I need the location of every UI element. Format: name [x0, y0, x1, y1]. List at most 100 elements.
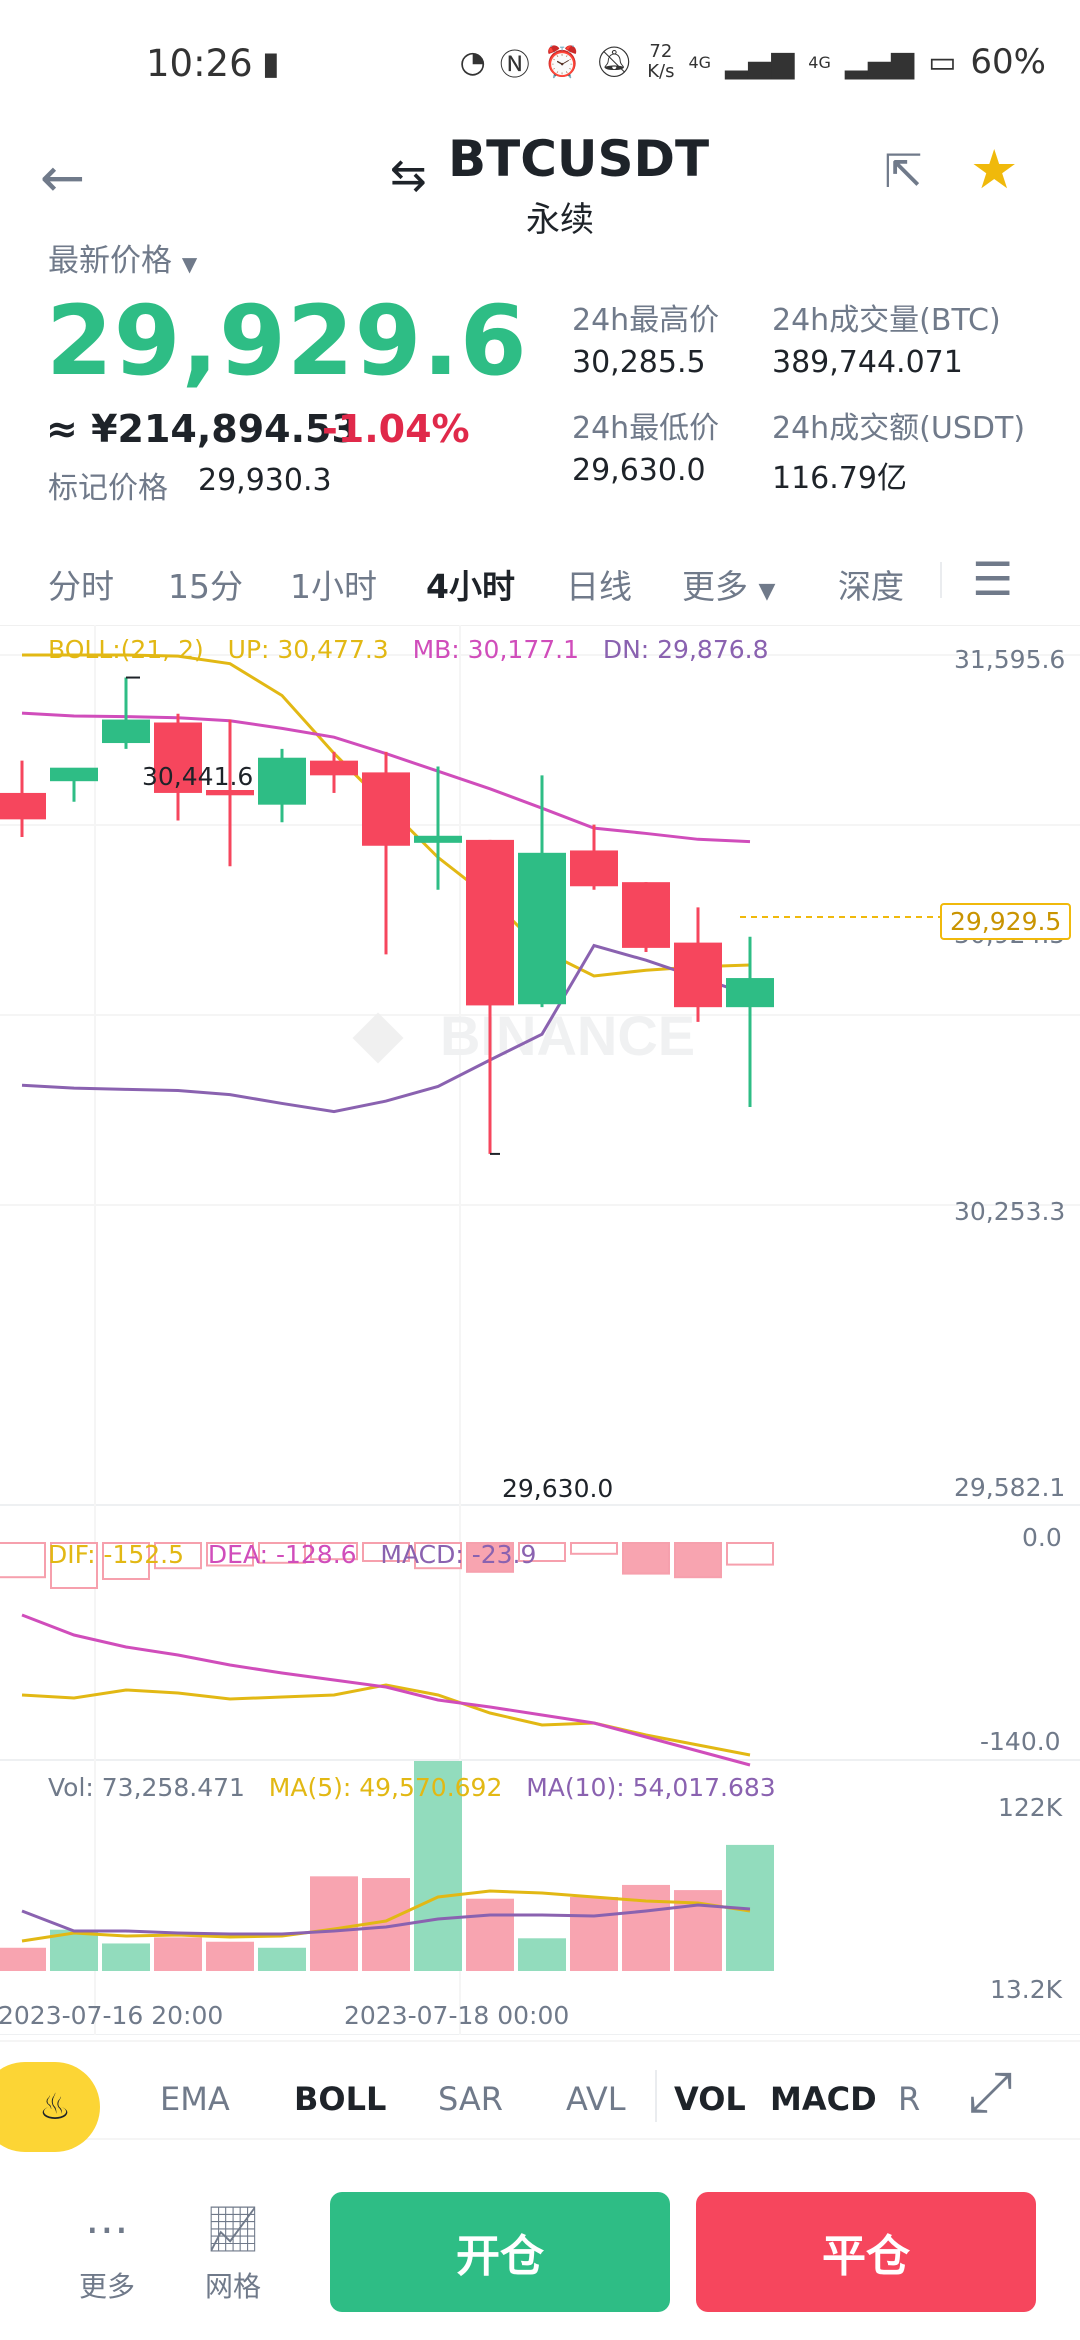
macd-dea-value: DEA: -128.6 — [207, 1540, 357, 1569]
ind-vol[interactable]: VOL — [674, 2080, 746, 2118]
signal-icon: ▂▄▆ — [725, 44, 795, 80]
volume-bar — [310, 1876, 358, 1971]
macd-bar — [258, 1542, 306, 1564]
timeframe-tabs: 分时 15分 1小时 4小时 日线 更多 ▼ 深度 ☰ — [0, 548, 1080, 618]
macd-legend[interactable]: DIF: -152.5 DEA: -128.6 MACD: -23.9 — [48, 1540, 536, 1569]
candle-body — [622, 882, 670, 948]
favorite-star-icon[interactable]: ★ — [970, 138, 1019, 201]
candles — [0, 676, 774, 1155]
macd-dea-line — [21, 1613, 751, 1767]
candle — [310, 751, 358, 793]
divider — [655, 2070, 657, 2122]
last-price: 29,929.6 — [46, 285, 528, 397]
macd-bar — [674, 1542, 722, 1579]
ind-r[interactable]: R — [898, 2080, 921, 2118]
chart-settings-icon[interactable]: ☰ — [972, 552, 1014, 606]
candle — [466, 839, 514, 1154]
boll-legend[interactable]: BOLL:(21, 2) UP: 30,477.3 MB: 30,177.1 D… — [48, 635, 768, 664]
candle — [50, 767, 98, 802]
ind-macd[interactable]: MACD — [770, 2080, 877, 2118]
boll-up-value: UP: 30,477.3 — [227, 635, 389, 664]
candle-body — [0, 792, 46, 820]
chart-area[interactable]: BINANCE BOLL:(21, 2) UP: 30,477.3 MB: 30… — [0, 625, 1080, 2035]
signal-2-label: 4G — [808, 52, 831, 72]
stat-24h-high: 24h最高价 30,285.5 — [572, 295, 719, 380]
volume-bar — [0, 1947, 46, 1971]
macd-bar — [726, 1542, 774, 1566]
price-section: 最新价格 ▼ 29,929.6 ≈ ¥214,894.53 -1.04% 标记价… — [0, 235, 1080, 506]
macd-macd-value: MACD: -23.9 — [380, 1540, 537, 1569]
open-position-button[interactable]: 开仓 — [330, 2192, 670, 2312]
tab-more[interactable]: 更多 ▼ — [682, 560, 775, 608]
share-icon[interactable]: ⇱ — [884, 144, 923, 198]
fullscreen-expand-icon[interactable]: ⤢ — [968, 2060, 1013, 2125]
macd-bar — [570, 1542, 618, 1555]
candle — [362, 751, 410, 955]
last-price-label: 最新价格 — [48, 243, 172, 279]
current-price-tag: 29,929.5 — [940, 903, 1072, 940]
tab-4h[interactable]: 4小时 — [426, 567, 515, 606]
battery-saver-icon: ▮ — [262, 44, 280, 82]
watermark-text: BINANCE — [440, 1004, 695, 1067]
candle — [570, 824, 618, 890]
boll-mb-value: MB: 30,177.1 — [412, 635, 579, 664]
high-marker: 30,441.6 — [142, 762, 254, 791]
last-price-dropdown[interactable]: 最新价格 ▼ — [48, 235, 197, 280]
tab-depth[interactable]: 深度 — [838, 567, 904, 606]
battery-percent: 60% — [970, 42, 1046, 82]
ind-boll[interactable]: BOLL — [294, 2080, 387, 2118]
change-percent: -1.04% — [322, 407, 470, 451]
macd-bar — [518, 1542, 566, 1562]
grid-label: 网格 — [204, 2270, 261, 2303]
candle-body — [466, 839, 514, 1006]
pair-title[interactable]: BTCUSDT — [448, 130, 710, 188]
vol-ma5-line — [21, 1889, 751, 1943]
swap-icon[interactable]: ⇆ — [390, 150, 427, 201]
vol-tick: 13.2K — [990, 1975, 1063, 2004]
more-dots-icon: ⋯ — [85, 2204, 129, 2255]
candle — [102, 677, 150, 749]
volume-bar — [154, 1937, 202, 1971]
boll-dn-value: DN: 29,876.8 — [602, 635, 769, 664]
candle-body — [310, 760, 358, 776]
price-tick: 30,253.3 — [954, 1197, 1066, 1226]
candle — [0, 760, 46, 837]
volume-bar — [258, 1947, 306, 1971]
candle-body — [674, 942, 722, 1008]
tab-time-share[interactable]: 分时 — [48, 567, 114, 606]
macd-dif-line — [21, 1683, 751, 1757]
signal-1-label: 4G — [688, 52, 712, 72]
macd-bar — [310, 1542, 358, 1561]
net-speed-value: 72 — [649, 41, 673, 62]
stat-value: 116.79亿 — [772, 461, 907, 496]
grid-button[interactable]: 📈︎ 网格 — [188, 2205, 278, 2305]
tab-more-label: 更多 — [682, 567, 748, 606]
more-button[interactable]: ⋯ 更多 — [62, 2205, 152, 2305]
ind-sar[interactable]: SAR — [438, 2080, 504, 2118]
tab-15m[interactable]: 15分 — [168, 567, 243, 606]
candle — [674, 907, 722, 1022]
status-bar: 10:26 ▮ ◔ Ⓝ ⏰ 🔕︎ 72 K/s 4G ▂▄▆ 4G ▂▄▆ ▭ … — [0, 0, 1080, 130]
ind-avl[interactable]: AVL — [566, 2080, 626, 2118]
candle-body — [50, 767, 98, 782]
candle-body — [154, 722, 202, 793]
hot-button[interactable]: ♨ — [0, 2062, 100, 2152]
back-arrow-icon[interactable]: ← — [40, 146, 86, 209]
macd-tick: -140.0 — [980, 1727, 1061, 1756]
candle-body — [362, 772, 410, 846]
mark-price-value: 29,930.3 — [198, 463, 332, 498]
close-position-button[interactable]: 平仓 — [696, 2192, 1036, 2312]
ind-ema[interactable]: EMA — [160, 2080, 230, 2118]
candle — [726, 936, 774, 1107]
divider — [940, 562, 942, 598]
stat-value: 30,285.5 — [572, 345, 706, 380]
indicator-tabs: ♨ EMA BOLL SAR AVL VOL MACD R ⤢ — [0, 2040, 1080, 2152]
volume-panel — [0, 1761, 774, 1971]
vol-legend[interactable]: Vol: 73,258.471 MA(5): 49,570.692 MA(10)… — [48, 1773, 776, 1802]
battery-icon: ▭ — [928, 44, 957, 80]
x-tick: 2023-07-18 00:00 — [344, 2001, 570, 2030]
macd-bar — [622, 1542, 670, 1575]
vol-ma5-value: MA(5): 49,570.692 — [268, 1773, 503, 1802]
tab-1d[interactable]: 日线 — [566, 567, 632, 606]
tab-1h[interactable]: 1小时 — [290, 567, 377, 606]
